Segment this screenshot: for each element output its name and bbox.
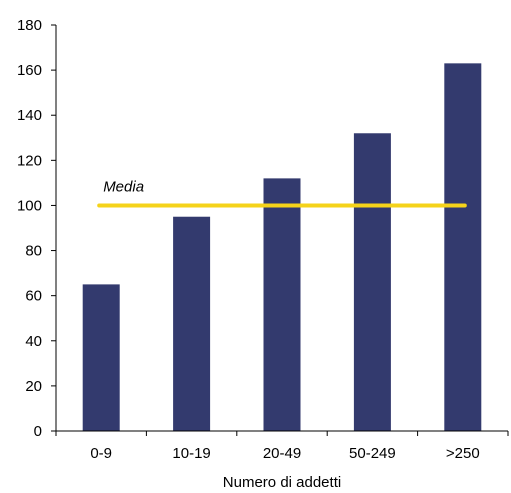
- y-tick-label: 20: [25, 378, 42, 395]
- reference-line-group: Media: [97, 178, 467, 208]
- bar: [173, 216, 211, 431]
- y-tick-label: 120: [17, 152, 42, 169]
- y-tick-label: 80: [25, 243, 42, 260]
- x-tick-label: 0-9: [90, 445, 112, 462]
- y-tick-label: 100: [17, 197, 42, 214]
- x-tick-label: 20-49: [263, 445, 301, 462]
- y-tick-label: 0: [34, 423, 42, 440]
- x-tick-label: >250: [446, 445, 480, 462]
- y-axis: 0 20 40 60 80 100 120 140 160 180: [17, 17, 57, 440]
- y-tick-label: 160: [17, 62, 42, 79]
- x-axis: 0-9 10-19 20-49 50-249 >250: [55, 430, 509, 462]
- y-tick-label: 60: [25, 288, 42, 305]
- bar: [444, 63, 482, 431]
- y-tick-label: 180: [17, 17, 42, 34]
- bar: [82, 284, 120, 431]
- y-tick-label: 140: [17, 107, 42, 124]
- x-tick-label: 10-19: [172, 445, 210, 462]
- bars: [82, 63, 482, 431]
- x-axis-title: Numero di addetti: [223, 474, 341, 491]
- y-tick-label: 40: [25, 333, 42, 350]
- reference-line-label: Media: [103, 178, 144, 195]
- bar: [353, 133, 391, 431]
- x-tick-label: 50-249: [349, 445, 396, 462]
- bar: [263, 178, 301, 431]
